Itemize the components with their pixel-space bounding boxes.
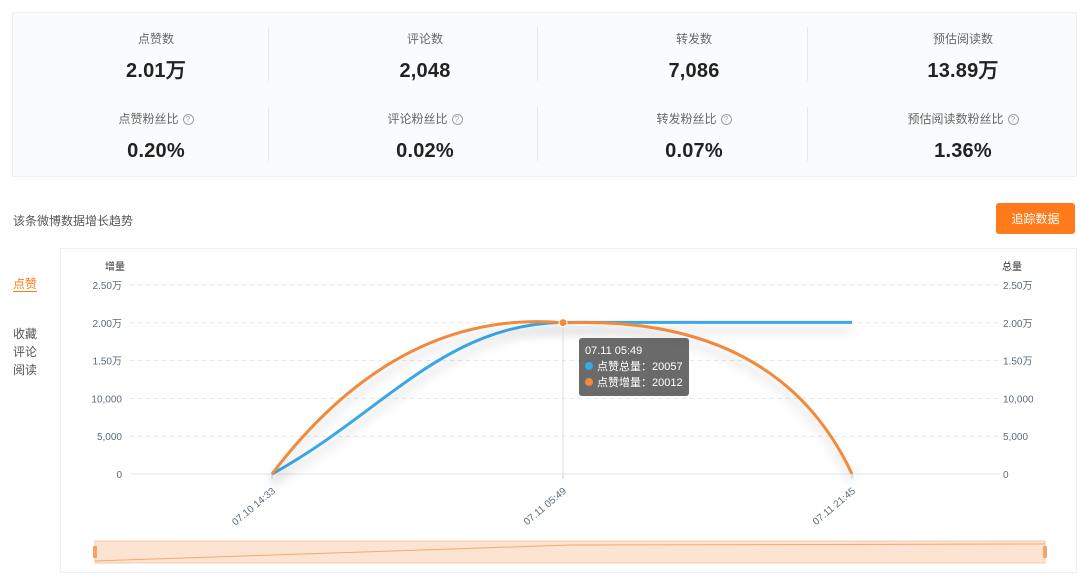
stat-reads: 预估阅读数 13.89万 xyxy=(830,31,1080,83)
y-tick-label-left: 1.50万 xyxy=(93,357,122,368)
help-icon[interactable]: ? xyxy=(1007,114,1019,125)
y-tick-label-left: 5,000 xyxy=(97,432,122,443)
stat-like-fan-ratio: 点赞粉丝比? 0.20% xyxy=(23,111,289,163)
help-icon[interactable]: ? xyxy=(720,114,732,125)
stat-value: 13.89万 xyxy=(927,60,999,82)
stat-label: 评论数 xyxy=(406,32,443,46)
divider xyxy=(807,27,808,81)
stat-label: 预估阅读数粉丝比 xyxy=(907,112,1004,126)
divider xyxy=(807,107,808,161)
stat-likes: 点赞数 2.01万 xyxy=(23,31,289,83)
stat-value: 0.20% xyxy=(127,140,185,162)
stat-value: 0.07% xyxy=(665,140,723,162)
stat-label: 点赞数 xyxy=(137,32,174,46)
y-tick-label-left: 2.50万 xyxy=(93,281,122,292)
stat-value: 2.01万 xyxy=(126,60,186,82)
y-tick-label-left: 0 xyxy=(116,470,122,481)
zoom-handle-left[interactable] xyxy=(93,546,97,558)
tooltip-title: 07.11 05:49 xyxy=(585,345,643,357)
stat-label: 转发粉丝比 xyxy=(656,112,717,126)
divider xyxy=(537,27,538,81)
x-tick-label: 07.11 05:49 xyxy=(522,486,569,528)
zoom-handle-right[interactable] xyxy=(1043,546,1047,558)
series-dot-icon xyxy=(585,362,593,370)
stat-label: 点赞粉丝比 xyxy=(118,112,179,126)
stat-reposts: 转发数 7,086 xyxy=(561,31,827,83)
tab-likes[interactable]: 点赞 xyxy=(13,277,38,292)
left-axis-title: 增量 xyxy=(105,260,125,273)
zoom-preview-line xyxy=(94,543,1046,562)
stat-read-fan-ratio: 预估阅读数粉丝比? 1.36% xyxy=(830,111,1080,163)
y-tick-label-right: 0 xyxy=(1003,470,1009,481)
x-tick-label: 07.10 14:33 xyxy=(230,486,278,529)
divider xyxy=(537,107,538,161)
stat-label: 评论粉丝比 xyxy=(387,112,448,126)
grid-lines xyxy=(130,284,1000,475)
chart-tooltip: 07.11 05:49 点赞总量：20057 点赞增量：20012 xyxy=(579,338,689,396)
tab-favorites[interactable]: 收藏 xyxy=(13,327,38,341)
stat-value: 0.02% xyxy=(396,140,454,162)
help-icon[interactable]: ? xyxy=(182,114,194,125)
stat-comments: 评论数 2,048 xyxy=(292,31,558,83)
trend-chart-container xyxy=(60,248,1077,573)
track-data-button[interactable]: 追踪数据 xyxy=(996,203,1075,234)
data-zoom-slider[interactable] xyxy=(93,540,1047,564)
stat-label: 预估阅读数 xyxy=(932,32,993,46)
stat-value: 1.36% xyxy=(934,140,992,162)
x-tick-label: 07.11 21:45 xyxy=(811,486,858,528)
y-tick-label-left: 2.00万 xyxy=(93,319,122,330)
series-dot-icon xyxy=(585,378,593,386)
y-tick-label-right: 5,000 xyxy=(1003,432,1028,443)
y-tick-label-right: 2.00万 xyxy=(1003,319,1032,330)
tooltip-row-increment: 点赞增量：20012 xyxy=(585,375,683,391)
section-title: 该条微博数据增长趋势 xyxy=(13,214,134,228)
divider xyxy=(268,27,269,81)
series-line-total xyxy=(271,320,852,476)
series-lines xyxy=(270,318,854,476)
metric-tabs: 点赞 收藏 评论 阅读 xyxy=(13,275,38,379)
tooltip-row-total: 点赞总量：20057 xyxy=(585,359,683,375)
tab-reads[interactable]: 阅读 xyxy=(13,363,38,377)
series-line-increment xyxy=(270,320,854,475)
stat-value: 2,048 xyxy=(399,60,451,82)
stats-panel: 点赞数 2.01万 评论数 2,048 转发数 7,086 预估阅读数 13.8… xyxy=(12,12,1077,177)
y-tick-label-right: 1.50万 xyxy=(1003,357,1032,368)
stat-label: 转发数 xyxy=(675,32,712,46)
tab-comments[interactable]: 评论 xyxy=(13,345,38,359)
stat-value: 7,086 xyxy=(668,60,720,82)
right-axis-title: 总量 xyxy=(1002,260,1022,273)
stat-repost-fan-ratio: 转发粉丝比? 0.07% xyxy=(561,111,827,163)
help-icon[interactable]: ? xyxy=(451,114,463,125)
y-tick-label-left: 10,000 xyxy=(91,394,122,405)
hover-point xyxy=(558,318,568,328)
y-tick-label-right: 10,000 xyxy=(1003,394,1034,405)
y-tick-label-right: 2.50万 xyxy=(1003,281,1032,292)
divider xyxy=(268,107,269,161)
stat-comment-fan-ratio: 评论粉丝比? 0.02% xyxy=(292,111,558,163)
